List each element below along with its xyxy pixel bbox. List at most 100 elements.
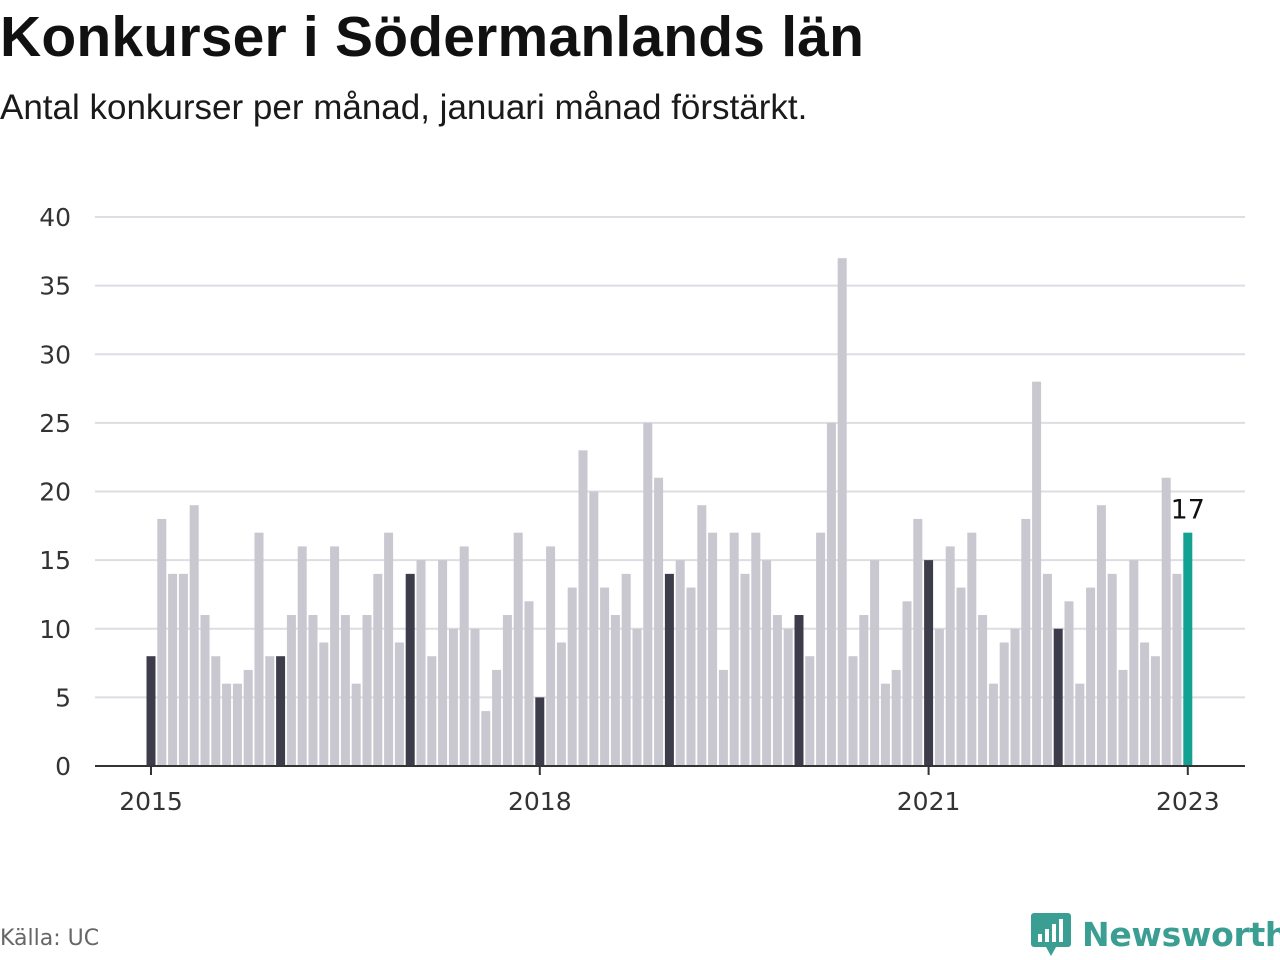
- bar: [178, 573, 188, 766]
- bar: [816, 532, 826, 766]
- bar-chart-icon: [1031, 913, 1071, 956]
- bar: [1032, 381, 1042, 766]
- bar: [783, 628, 793, 766]
- bar: [200, 615, 210, 766]
- bar: [718, 669, 728, 766]
- bar: [643, 422, 653, 767]
- gridlines: [95, 216, 1245, 699]
- bar: [956, 587, 966, 766]
- x-tick-label: 2023: [1156, 787, 1220, 816]
- y-tick-label: 5: [55, 683, 71, 712]
- bar: [610, 615, 620, 766]
- bar-chart: 0 5 10 15 20 25 30 35 40 2015 2018 2021 2023 17: [39, 203, 1245, 816]
- bar: [502, 615, 512, 766]
- bar: [826, 422, 836, 767]
- bar: [373, 573, 383, 766]
- y-tick-label: 25: [39, 409, 71, 438]
- y-tick-label: 0: [55, 752, 71, 781]
- bar: [902, 601, 912, 766]
- bar: [556, 642, 566, 766]
- bar: [427, 656, 437, 766]
- bar: [913, 518, 923, 766]
- bar: [1172, 573, 1182, 766]
- bar: [697, 505, 707, 766]
- bar: [762, 560, 772, 767]
- bar: [535, 697, 545, 767]
- bar: [924, 560, 934, 767]
- bar: [513, 532, 523, 766]
- bar: [1107, 573, 1117, 766]
- bar: [654, 477, 664, 766]
- bar: [978, 615, 988, 766]
- bar: [211, 656, 221, 766]
- bar: [232, 683, 242, 766]
- x-tick-label: 2015: [119, 787, 183, 816]
- bar: [794, 615, 804, 766]
- y-tick-label: 30: [39, 340, 71, 369]
- bar: [254, 532, 264, 766]
- bar: [276, 656, 286, 766]
- bar: [772, 615, 782, 766]
- bar: [589, 491, 599, 766]
- bar: [870, 560, 880, 767]
- bar: [189, 505, 199, 766]
- bar: [157, 518, 167, 766]
- bar: [470, 628, 480, 766]
- bar: [1021, 518, 1031, 766]
- bar: [1150, 656, 1160, 766]
- bar: [1129, 560, 1139, 767]
- chart-subtitle: Antal konkurser per månad, januari månad…: [0, 88, 808, 127]
- chart-title: Konkurser i Södermanlands län: [0, 5, 865, 69]
- bar: [1086, 587, 1096, 766]
- bar: [168, 573, 178, 766]
- bar: [1075, 683, 1085, 766]
- bar: [1140, 642, 1150, 766]
- bar: [1053, 628, 1063, 766]
- bar: [330, 546, 340, 766]
- bar: [1183, 532, 1193, 766]
- bar: [999, 642, 1009, 766]
- bar: [567, 587, 577, 766]
- bar: [1096, 505, 1106, 766]
- bar: [621, 573, 631, 766]
- bar: [1042, 573, 1052, 766]
- y-tick-label: 35: [39, 272, 71, 301]
- bar: [740, 573, 750, 766]
- bars: [146, 258, 1193, 767]
- bar: [492, 669, 502, 766]
- bar: [459, 546, 469, 766]
- bar: [934, 628, 944, 766]
- bar: [394, 642, 404, 766]
- logo-text: Newsworthy: [1082, 914, 1280, 954]
- bar: [481, 711, 491, 766]
- source-note: Källa: UC: [0, 926, 100, 951]
- axes: [95, 765, 1245, 775]
- bar: [146, 656, 156, 766]
- bar: [988, 683, 998, 766]
- bar: [319, 642, 329, 766]
- bar: [632, 628, 642, 766]
- newsworthy-logo: Newsworthy: [1030, 910, 1280, 958]
- bar: [708, 532, 718, 766]
- bar: [891, 669, 901, 766]
- bar: [848, 656, 858, 766]
- bar: [967, 532, 977, 766]
- bar-value-label: 17: [1171, 495, 1205, 526]
- bar: [805, 656, 815, 766]
- bar: [308, 615, 318, 766]
- bar: [1064, 601, 1074, 766]
- bar: [416, 560, 426, 767]
- bar: [1010, 628, 1020, 766]
- bar: [675, 560, 685, 767]
- x-tick-label: 2021: [897, 787, 961, 816]
- bar: [362, 615, 372, 766]
- bar: [286, 615, 296, 766]
- bar: [243, 669, 253, 766]
- labels: 0 5 10 15 20 25 30 35 40 2015 2018 2021 2023 17: [39, 203, 1219, 816]
- bar: [546, 546, 556, 766]
- y-tick-label: 15: [39, 546, 71, 575]
- bar: [729, 532, 739, 766]
- bar: [222, 683, 232, 766]
- bar: [297, 546, 307, 766]
- y-tick-label: 40: [39, 203, 71, 232]
